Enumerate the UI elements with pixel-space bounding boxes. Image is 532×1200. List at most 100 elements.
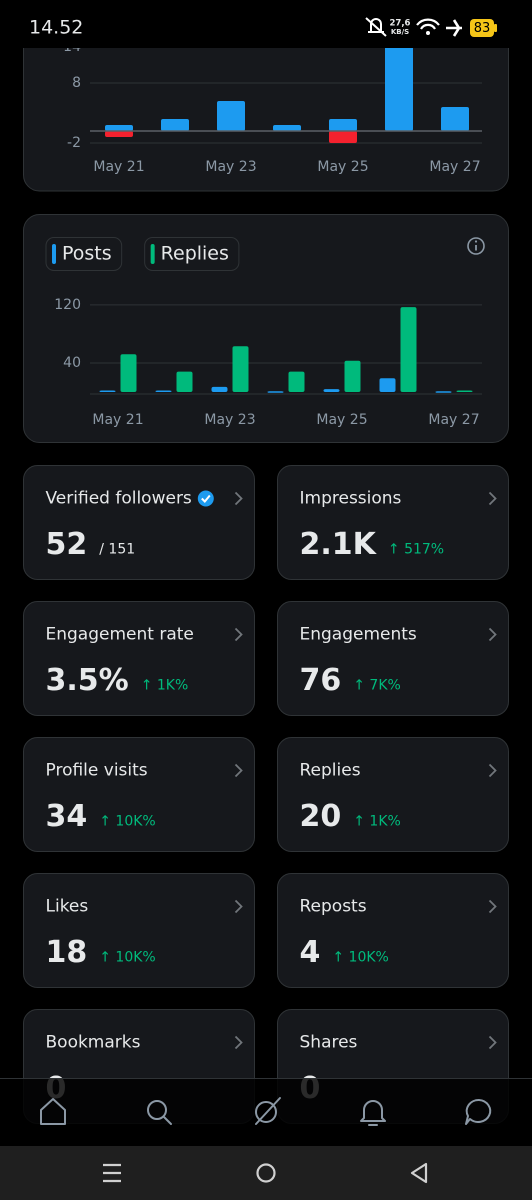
metric-card[interactable]: Verified followers 52 / 151	[23, 465, 255, 580]
search-icon[interactable]	[147, 1100, 172, 1125]
bar	[329, 131, 357, 143]
legend-label: Replies	[161, 243, 229, 265]
info-icon[interactable]	[467, 237, 485, 255]
metric-label: Shares	[300, 1033, 358, 1053]
metric-value: 18	[46, 935, 88, 970]
status-bar-background	[0, 0, 532, 48]
bar	[105, 125, 133, 131]
x-tick-label: May 25	[317, 159, 368, 175]
legend-swatch	[150, 244, 155, 264]
card-background	[23, 465, 255, 580]
bar	[329, 119, 357, 131]
bar	[344, 360, 361, 392]
metric-change: ↑ 7K%	[353, 678, 401, 694]
wifi-dot	[426, 31, 430, 35]
metric-total: / 151	[99, 542, 135, 558]
card-background	[277, 465, 509, 580]
y-tick-label: -2	[67, 135, 81, 151]
bar	[155, 390, 172, 393]
home-button[interactable]	[256, 1163, 276, 1183]
x-tick-label: May 21	[93, 159, 144, 175]
metric-change: ↑ 1K%	[353, 814, 401, 830]
metric-label: Replies	[300, 761, 361, 781]
chevron	[488, 763, 497, 778]
metric-change: ↑ 10K%	[99, 814, 155, 830]
card-background	[277, 737, 509, 852]
metric-change: ↑ 10K%	[332, 950, 388, 966]
x-tick-label: May 25	[316, 412, 367, 428]
home-icon[interactable]	[40, 1098, 66, 1125]
legend-chip[interactable]	[144, 237, 240, 271]
bar	[273, 125, 301, 131]
metric-label: Bookmarks	[46, 1033, 141, 1053]
metric-card[interactable]: Engagement rate 3.5% ↑ 1K%	[23, 601, 255, 716]
chevron	[234, 1035, 243, 1050]
metric-card[interactable]: Engagements 76 ↑ 7K%	[277, 601, 509, 716]
metric-label: Profile visits	[46, 761, 148, 781]
system-nav-background	[0, 1146, 532, 1200]
metric-card[interactable]: Replies 20 ↑ 1K%	[277, 737, 509, 852]
verified-check	[201, 494, 211, 503]
card-background	[277, 873, 509, 988]
metric-card[interactable]: Impressions 2.1K ↑ 517%	[277, 465, 509, 580]
bar	[99, 390, 116, 393]
card-background	[277, 601, 509, 716]
back-button[interactable]	[410, 1162, 428, 1184]
chevron	[488, 627, 497, 642]
x-tick-label: May 27	[428, 412, 479, 428]
battery-level: 83	[474, 21, 491, 36]
status-bar: 14.52 27,6 KB/S 83	[0, 0, 532, 48]
chevron	[488, 899, 497, 914]
legend-swatch	[52, 244, 56, 264]
metric-change: ↑ 10K%	[99, 950, 155, 966]
bar	[176, 371, 193, 392]
card-background	[23, 737, 255, 852]
chevron	[234, 763, 243, 778]
card-background	[23, 873, 255, 988]
system-nav	[0, 1146, 532, 1200]
metric-label: Likes	[46, 897, 89, 917]
x-tick-label: May 21	[92, 412, 143, 428]
metric-label: Impressions	[300, 489, 402, 509]
clock: 14.52	[29, 17, 83, 39]
bar	[267, 391, 284, 393]
battery-tip	[494, 24, 497, 32]
notifications-icon[interactable]	[360, 1100, 386, 1126]
x-tick-label: May 27	[429, 159, 480, 175]
metric-card[interactable]: Likes 18 ↑ 10K%	[23, 873, 255, 988]
menu-button[interactable]	[103, 1163, 121, 1183]
bar	[161, 119, 189, 131]
wifi-icon	[416, 18, 440, 30]
bar	[441, 107, 469, 131]
bar	[385, 35, 413, 131]
x-tick-label: May 23	[205, 159, 256, 175]
metric-label: Engagement rate	[46, 625, 194, 645]
bar	[232, 346, 249, 392]
chevron	[488, 491, 497, 506]
metric-card[interactable]: Reposts 4 ↑ 10K%	[277, 873, 509, 988]
metric-value: 52	[46, 527, 88, 562]
bar	[105, 131, 133, 137]
chevron	[234, 899, 243, 914]
metric-value: 3.5%	[46, 663, 129, 698]
y-tick-label: 40	[63, 355, 81, 371]
metric-value: 34	[46, 799, 88, 834]
metric-label: Reposts	[300, 897, 367, 917]
metric-change: ↑ 1K%	[141, 678, 189, 694]
grok-icon[interactable]	[255, 1097, 281, 1125]
battery	[470, 19, 494, 37]
metric-value: 76	[300, 663, 342, 698]
legend-chip[interactable]	[45, 237, 123, 271]
y-tick-label: 120	[54, 297, 81, 313]
chevron	[234, 627, 243, 642]
legend-label: Posts	[62, 243, 112, 265]
net-speed: 27,6	[390, 19, 411, 29]
bar	[435, 391, 452, 393]
bottom-nav	[0, 1078, 532, 1146]
bar	[379, 378, 396, 392]
metric-card[interactable]: Profile visits 34 ↑ 10K%	[23, 737, 255, 852]
bar	[120, 354, 137, 392]
airplane-icon	[446, 19, 462, 37]
messages-icon[interactable]	[465, 1098, 492, 1125]
